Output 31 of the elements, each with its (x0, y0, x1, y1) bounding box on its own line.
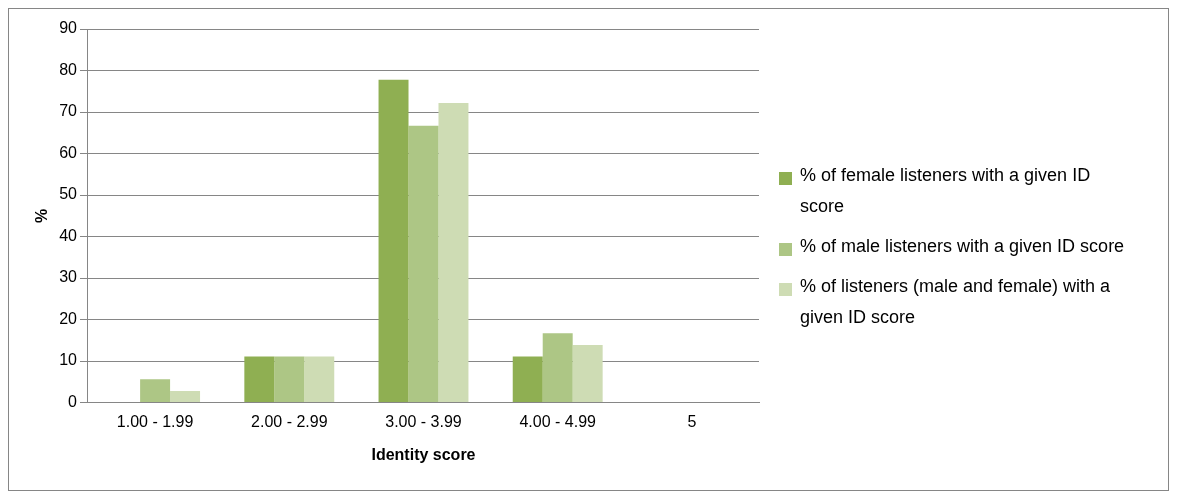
x-tick-label: 4.00 - 4.99 (519, 412, 597, 430)
bar (438, 102, 469, 403)
y-tick-label: 20 (59, 309, 78, 327)
y-tick-label: 50 (59, 185, 78, 203)
bar (304, 356, 335, 403)
y-axis-title: % (33, 208, 51, 223)
x-tick-label: 3.00 - 3.99 (385, 412, 462, 430)
y-tick-label: 30 (59, 268, 78, 286)
legend-label: % of male listeners with a given ID score (800, 234, 1125, 258)
y-tick-label: 80 (59, 60, 78, 78)
bar (170, 390, 201, 403)
x-tick-label: 5 (687, 412, 697, 430)
y-tick-label: 70 (59, 102, 78, 120)
legend-label: % of listeners (male and female) with a given ID score (800, 274, 1112, 329)
bar (408, 125, 439, 403)
y-tick-label: 0 (68, 393, 78, 411)
y-tick-label: 10 (59, 351, 78, 369)
y-tick-label: 60 (59, 143, 78, 161)
bar (274, 356, 305, 403)
bar (378, 79, 409, 403)
legend-label: % of female listeners with a given ID score (800, 163, 1092, 218)
x-tick-label: 2.00 - 2.99 (251, 412, 328, 430)
bar (244, 356, 275, 403)
y-tick-label: 90 (59, 19, 78, 37)
x-axis-title: Identity score (371, 445, 476, 463)
bar (512, 356, 543, 403)
bar (140, 379, 171, 403)
bar (542, 333, 573, 403)
x-tick-label: 1.00 - 1.99 (116, 412, 194, 430)
y-tick-label: 40 (59, 226, 78, 244)
bar (572, 344, 603, 403)
